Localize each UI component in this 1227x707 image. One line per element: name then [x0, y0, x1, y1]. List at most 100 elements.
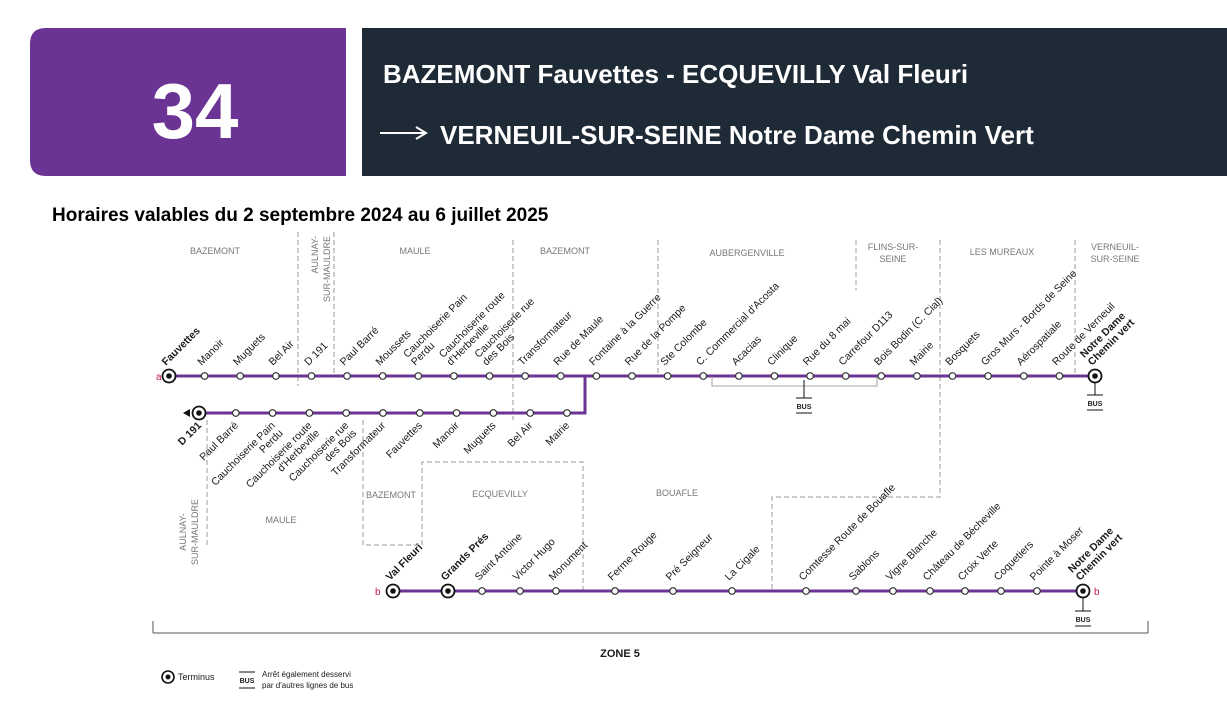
commune-label-line: BOUAFLE	[656, 488, 698, 498]
stop-label-line: Val Fleuri	[384, 542, 426, 584]
commune-label: AUBERGENVILLE	[709, 248, 784, 258]
stop-label-line: Bosquets	[943, 329, 982, 368]
terminus-marker	[390, 588, 396, 594]
commune-label-line: SUR-MAULDRE	[322, 236, 332, 302]
stop-marker	[699, 372, 708, 380]
commune-label: ECQUEVILLY	[472, 489, 528, 499]
stop-label: Muguets	[231, 331, 268, 368]
stop-label: Mairie	[908, 339, 937, 368]
stop-marker	[961, 587, 969, 595]
line-number: 34	[152, 67, 239, 155]
stop-label: Val Fleuri	[384, 542, 426, 584]
stop-label-line: Manoir	[195, 337, 227, 369]
stop-label-line: Bel Air	[266, 338, 296, 368]
stop-marker	[728, 587, 736, 595]
commune-label-line: SUR-SEINE	[1090, 254, 1139, 264]
stop-label-line: D 191	[176, 420, 204, 448]
commune-label-line: AULNAY-	[178, 513, 188, 551]
stop-marker	[841, 372, 850, 380]
stop-marker	[1019, 372, 1028, 380]
stop-label: Ferme Rouge	[606, 529, 660, 583]
branch-label: b	[1094, 587, 1100, 598]
direction-arrow	[380, 126, 428, 140]
stop-label: D 191	[302, 340, 330, 368]
stop-marker	[526, 409, 535, 417]
stop-marker	[236, 372, 245, 380]
stop-marker	[948, 372, 957, 380]
route-title: BAZEMONT Fauvettes - ECQUEVILLY Val Fleu…	[383, 59, 968, 89]
stop-marker	[556, 372, 565, 380]
stop-marker	[926, 587, 934, 595]
route-line	[169, 374, 1095, 415]
stop-marker	[305, 409, 314, 417]
stop-label: Sablons	[847, 548, 882, 583]
stop-marker	[628, 372, 636, 380]
stop-marker	[478, 587, 486, 595]
stop-marker	[268, 409, 277, 417]
commune-label-line: VERNEUIL-	[1091, 242, 1139, 252]
bus-badge: BUS	[1088, 401, 1103, 408]
stop-marker	[852, 587, 860, 595]
stop-marker	[231, 409, 240, 417]
validity: Horaires valables du 2 septembre 2024 au…	[52, 205, 549, 226]
terminus-marker	[1080, 588, 1086, 594]
stop-marker	[1055, 372, 1064, 380]
stop-label-line: Muguets	[231, 331, 268, 368]
commune-label: FLINS-SUR- SEINE	[868, 242, 919, 264]
stop-marker	[485, 372, 494, 380]
stop-marker	[271, 372, 280, 380]
commune-label: VERNEUIL- SUR-SEINE	[1090, 242, 1139, 264]
commune-label: MAULE	[399, 246, 430, 256]
stop-marker	[343, 372, 351, 380]
commune-boundaries	[206, 232, 1076, 591]
stop-marker	[200, 372, 209, 380]
stop-label-line: Acacias	[729, 334, 763, 368]
stop-marker	[770, 372, 779, 380]
stop-marker	[913, 372, 921, 380]
stop-marker	[342, 409, 351, 417]
stop-marker	[521, 372, 530, 380]
stop-marker	[663, 372, 672, 380]
stop-label-line: Fauvettes	[384, 420, 425, 461]
commune-label-line: BAZEMONT	[540, 246, 591, 256]
commune-label-line: AUBERGENVILLE	[709, 248, 784, 258]
zone-label: ZONE 5	[600, 648, 640, 660]
commune-label: AULNAY- SUR-MAULDRE	[178, 499, 200, 565]
stop-label-line: Bois Bodin (C. Cial)	[872, 295, 945, 368]
stop-marker	[592, 372, 601, 380]
stop-label-line: Mairie	[543, 420, 572, 449]
stop-label: Fauvettes	[384, 420, 425, 461]
stop-label-line: Ferme Rouge	[606, 529, 660, 583]
stop-label: Muguets	[462, 420, 499, 457]
stop-label-line: Bel Air	[505, 419, 535, 449]
stop-label: Bosquets	[943, 329, 982, 368]
stop-marker	[611, 587, 619, 595]
commune-label-line: LES MUREAUX	[970, 247, 1035, 257]
stop-label-line: Pré Seigneur	[664, 531, 716, 583]
commune-label-line: BAZEMONT	[190, 246, 241, 256]
commune-label-line: MAULE	[265, 515, 296, 525]
stop-label-line: Muguets	[462, 420, 499, 457]
terminus-marker	[196, 410, 202, 416]
stop-label: Bel Air	[505, 419, 535, 449]
header-band	[362, 28, 1227, 176]
terminus-marker	[1092, 373, 1098, 379]
stop-label: Acacias	[729, 334, 763, 368]
destination: VERNEUIL-SUR-SEINE Notre Dame Chemin Ver…	[440, 120, 1034, 150]
stop-marker	[997, 587, 1005, 595]
commune-label-line: ECQUEVILLY	[472, 489, 528, 499]
terminus-marker	[445, 588, 451, 594]
stop-marker	[489, 409, 498, 417]
commune-label-line: SEINE	[879, 254, 906, 264]
stop-label-line: Mairie	[908, 339, 937, 368]
commune-label: BAZEMONT	[190, 246, 241, 256]
commune-label: BOUAFLE	[656, 488, 698, 498]
stop-marker	[516, 587, 524, 595]
commune-label: MAULE	[265, 515, 296, 525]
stop-label-line: Rue de la Pompe	[623, 302, 689, 368]
stop-marker	[1033, 587, 1041, 595]
stop-marker	[669, 587, 677, 595]
stop-label: D 191	[176, 420, 204, 448]
